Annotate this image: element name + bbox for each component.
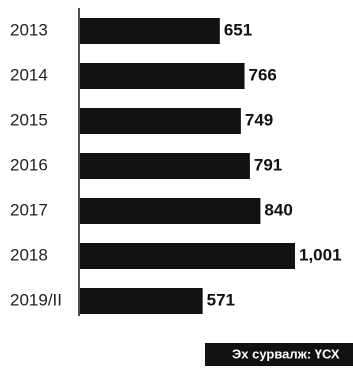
- value-label: 571: [207, 290, 235, 309]
- bar: [80, 243, 295, 269]
- bar: [80, 288, 203, 314]
- category-label: 2018: [10, 245, 48, 264]
- bar: [80, 108, 241, 134]
- source-box: [205, 343, 353, 366]
- category-label: 2015: [10, 110, 48, 129]
- bar: [80, 63, 245, 89]
- category-label: 2016: [10, 155, 48, 174]
- bar: [80, 198, 261, 224]
- source: Эх сурвалж: ҮСХ: [232, 346, 340, 361]
- category-label: 2019/II: [10, 290, 62, 309]
- value-label: 840: [264, 200, 292, 219]
- category-label: 2017: [10, 200, 48, 219]
- value-label: 651: [224, 20, 252, 39]
- category-label: 2013: [10, 20, 48, 39]
- category-label: 2014: [10, 65, 48, 84]
- bar: [80, 153, 250, 179]
- value-label: 1,001: [299, 245, 342, 264]
- bar: [80, 18, 220, 44]
- value-label: 749: [245, 110, 273, 129]
- value-label: 766: [249, 65, 277, 84]
- value-label: 791: [254, 155, 282, 174]
